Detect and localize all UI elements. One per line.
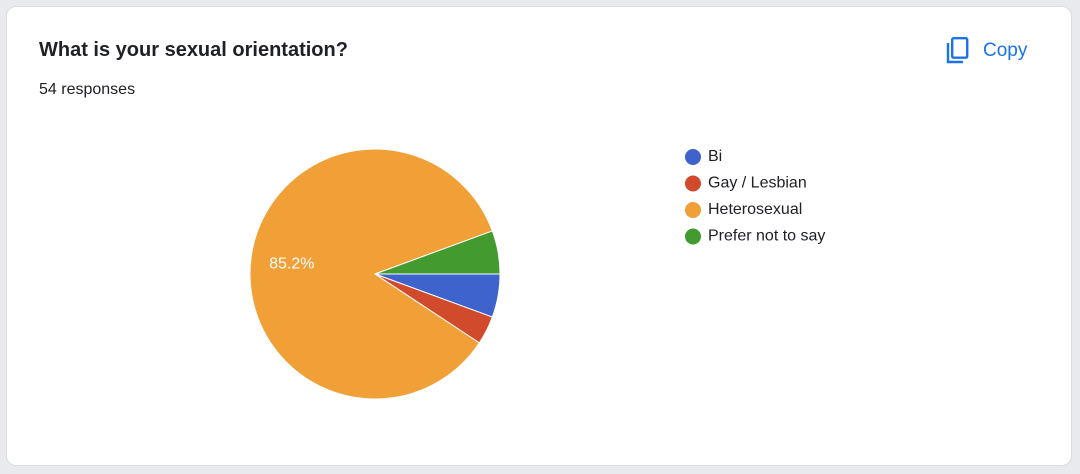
response-count: 54 responses [39,81,136,98]
legend-label: Heterosexual [708,201,802,218]
question-title: What is your sexual orientation? [39,39,348,61]
legend-label: Prefer not to say [708,228,825,245]
copy-label[interactable]: Copy [983,40,1028,61]
legend-swatch [685,202,701,218]
copy-icon [946,37,969,64]
slice-label: 85.2% [269,256,314,273]
copy-button[interactable]: Copy [945,33,1027,69]
chart: 85.2% Bi Gay / Lesbian Heterosexual Prefer n… [249,148,825,400]
pie-slice [249,148,493,400]
pie-slice [374,230,501,275]
legend-swatch [685,228,701,245]
legend-label: Gay / Lesbian [708,175,807,192]
legend-swatch [685,149,701,165]
card: 85.2% Bi Gay / Lesbian Heterosexual Prefer n… [6,6,1072,466]
legend-swatch [685,175,701,192]
legend-label: Bi [708,148,722,165]
